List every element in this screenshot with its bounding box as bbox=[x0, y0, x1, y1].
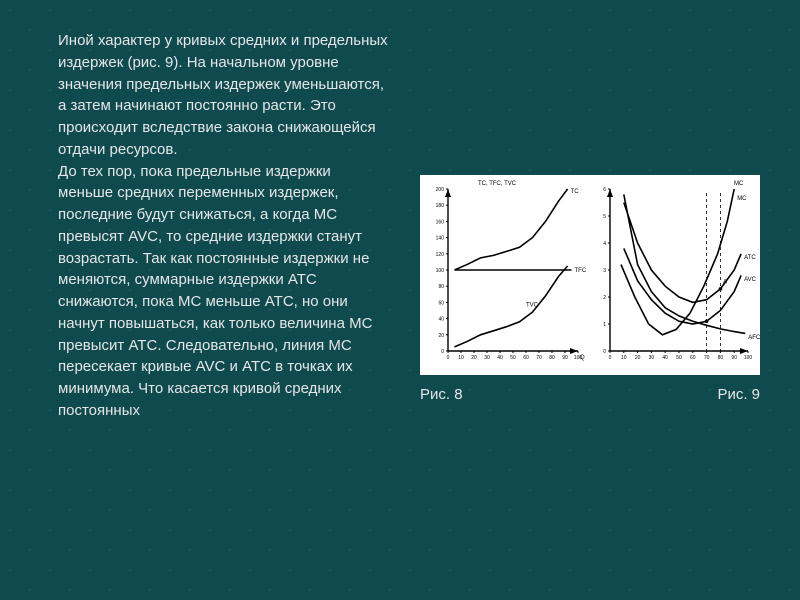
svg-text:70: 70 bbox=[704, 355, 710, 361]
svg-text:70: 70 bbox=[536, 355, 542, 361]
figures-panel: 0204060801001201401601802000102030405060… bbox=[420, 175, 760, 375]
svg-text:0: 0 bbox=[447, 355, 450, 361]
svg-text:0: 0 bbox=[441, 349, 444, 355]
svg-text:100: 100 bbox=[436, 268, 445, 274]
svg-text:50: 50 bbox=[676, 355, 682, 361]
svg-text:40: 40 bbox=[438, 317, 444, 323]
svg-text:200: 200 bbox=[436, 187, 445, 193]
svg-text:A: A bbox=[723, 280, 727, 286]
svg-text:30: 30 bbox=[484, 355, 490, 361]
svg-text:80: 80 bbox=[718, 355, 724, 361]
svg-text:Q: Q bbox=[580, 355, 585, 361]
svg-text:80: 80 bbox=[549, 355, 555, 361]
svg-text:180: 180 bbox=[436, 203, 445, 209]
svg-text:60: 60 bbox=[438, 300, 444, 306]
svg-text:160: 160 bbox=[436, 219, 445, 225]
svg-text:30: 30 bbox=[649, 355, 655, 361]
svg-text:6: 6 bbox=[603, 187, 606, 193]
svg-text:90: 90 bbox=[731, 355, 737, 361]
svg-text:80: 80 bbox=[438, 284, 444, 290]
svg-text:2: 2 bbox=[603, 295, 606, 301]
svg-text:0: 0 bbox=[609, 355, 612, 361]
svg-text:TFC: TFC bbox=[575, 268, 587, 274]
svg-text:40: 40 bbox=[497, 355, 503, 361]
svg-text:ATC: ATC bbox=[744, 255, 756, 261]
svg-text:MC: MC bbox=[734, 181, 744, 187]
svg-text:MC: MC bbox=[737, 196, 747, 202]
svg-text:TC: TC bbox=[571, 189, 580, 195]
svg-text:60: 60 bbox=[523, 355, 529, 361]
svg-text:50: 50 bbox=[510, 355, 516, 361]
svg-text:3: 3 bbox=[603, 268, 606, 274]
svg-text:0: 0 bbox=[603, 349, 606, 355]
svg-text:120: 120 bbox=[436, 252, 445, 258]
body-text: Иной характер у кривых средних и предель… bbox=[58, 30, 388, 422]
svg-text:20: 20 bbox=[438, 333, 444, 339]
caption-row: Рис. 8 Рис. 9 bbox=[420, 386, 760, 403]
svg-text:4: 4 bbox=[603, 241, 606, 247]
svg-text:100: 100 bbox=[744, 355, 753, 361]
svg-text:TVC: TVC bbox=[526, 302, 539, 308]
svg-text:20: 20 bbox=[471, 355, 477, 361]
svg-text:AVC: AVC bbox=[744, 277, 757, 283]
svg-text:40: 40 bbox=[662, 355, 668, 361]
caption-fig8: Рис. 8 bbox=[420, 386, 463, 403]
svg-text:60: 60 bbox=[690, 355, 696, 361]
svg-text:140: 140 bbox=[436, 236, 445, 242]
svg-text:10: 10 bbox=[458, 355, 464, 361]
svg-text:1: 1 bbox=[603, 322, 606, 328]
svg-text:20: 20 bbox=[635, 355, 641, 361]
svg-text:5: 5 bbox=[603, 214, 606, 220]
caption-fig9: Рис. 9 bbox=[717, 386, 760, 403]
svg-text:10: 10 bbox=[621, 355, 627, 361]
svg-text:90: 90 bbox=[562, 355, 568, 361]
svg-text:TC, TFC, TVC: TC, TFC, TVC bbox=[478, 181, 517, 187]
svg-text:AFC: AFC bbox=[748, 335, 760, 341]
cost-charts-svg: 0204060801001201401601802000102030405060… bbox=[420, 175, 760, 375]
